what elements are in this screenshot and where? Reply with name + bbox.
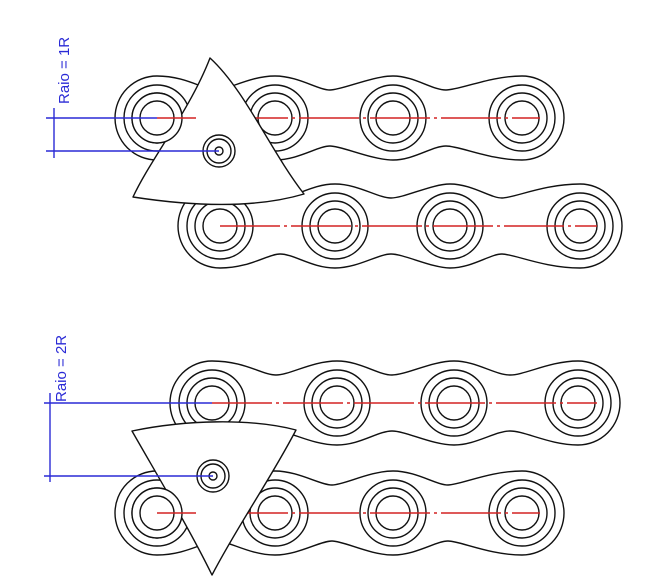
chain-outline <box>114 470 565 556</box>
chain-outline <box>177 183 623 269</box>
chain-lower-front-roller <box>131 487 196 539</box>
dimension-fig2: Raio = 2R <box>44 335 213 482</box>
chain-upper-fig2 <box>169 360 621 446</box>
chain-lower-fig1 <box>177 183 623 269</box>
figure-raio-2r: Raio = 2R <box>44 335 621 576</box>
dimension-label: Raio = 1R <box>56 37 73 104</box>
dimension-fig1: Raio = 1R <box>46 37 219 158</box>
figure-raio-1r: Raio = 1R <box>46 37 623 269</box>
dimension-label: Raio = 2R <box>53 335 70 402</box>
